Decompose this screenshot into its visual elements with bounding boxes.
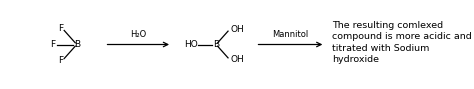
Text: OH: OH [230, 25, 244, 34]
Text: H₂O: H₂O [130, 30, 146, 39]
Text: F: F [50, 40, 55, 49]
Text: Mannitol: Mannitol [272, 30, 309, 39]
Text: F: F [58, 24, 63, 33]
Text: B: B [213, 40, 219, 49]
Text: OH: OH [230, 55, 244, 64]
Text: F: F [58, 56, 63, 65]
Text: The resulting comlexed
compound is more acidic and
titrated with Sodium
hydroxid: The resulting comlexed compound is more … [332, 21, 472, 64]
Text: HO: HO [184, 40, 198, 49]
Text: B: B [73, 40, 80, 49]
